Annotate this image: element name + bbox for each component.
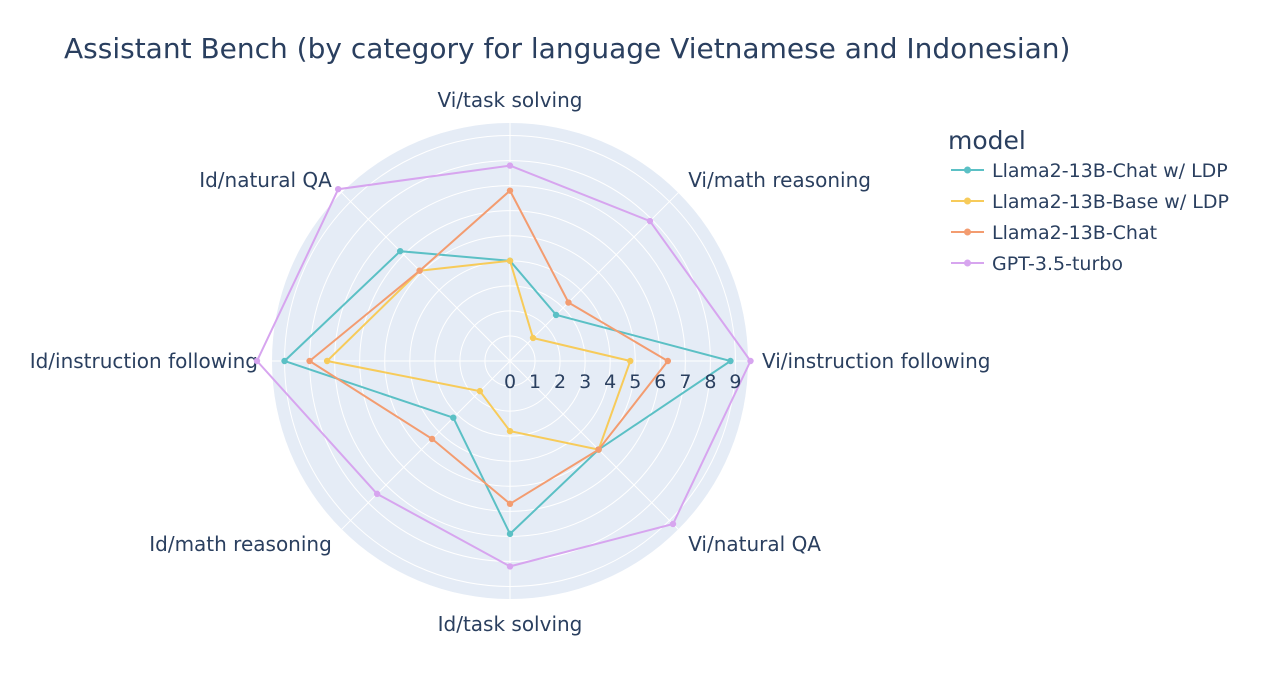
data-point[interactable] (529, 334, 537, 342)
data-point[interactable] (450, 414, 457, 421)
angular-axis-label: Id/task solving (438, 612, 583, 636)
legend-label: Llama2-13B-Base w/ LDP (992, 191, 1229, 213)
legend-label: GPT-3.5-turbo (992, 253, 1123, 275)
data-point[interactable] (281, 357, 288, 365)
legend-label: Llama2-13B-Chat (992, 222, 1157, 244)
radial-tick-label: 9 (729, 371, 741, 393)
angular-axis-label: Id/instruction following (30, 349, 258, 373)
data-point[interactable] (595, 446, 602, 453)
series-2[interactable] (306, 187, 672, 507)
data-point[interactable] (396, 247, 404, 255)
legend-title: model (948, 126, 1026, 155)
angular-axis-label: Vi/math reasoning (688, 168, 871, 192)
data-point[interactable] (253, 357, 261, 365)
legend-item[interactable]: GPT-3.5-turbo (951, 253, 1123, 275)
series-1[interactable] (323, 257, 634, 453)
data-point[interactable] (416, 267, 423, 274)
data-point[interactable] (476, 387, 484, 395)
data-point[interactable] (506, 257, 514, 264)
radial-tick-label: 6 (654, 371, 666, 393)
angular-axis-label: Id/math reasoning (149, 532, 332, 556)
grid-spoke (341, 192, 511, 362)
angular-axis-label: Vi/natural QA (688, 532, 821, 556)
data-point[interactable] (565, 299, 572, 306)
data-point[interactable] (506, 500, 514, 507)
data-point[interactable] (669, 520, 677, 528)
legend-item[interactable]: Llama2-13B-Chat (951, 222, 1157, 244)
data-point[interactable] (552, 311, 560, 319)
polar-grid (272, 123, 748, 599)
legend[interactable]: model Llama2-13B-Chat w/ LDP Llama2-13B-B… (948, 126, 1229, 275)
angular-axis-label: Vi/instruction following (762, 349, 991, 373)
chart-title: Assistant Bench (by category for languag… (64, 32, 1070, 65)
series-layer (253, 162, 754, 570)
legend-swatch-marker (964, 259, 971, 267)
radial-tick-label: 8 (704, 371, 716, 393)
radial-tick-label: 2 (554, 371, 566, 393)
radial-tick-label: 4 (604, 371, 616, 393)
data-point[interactable] (506, 530, 514, 538)
angular-axis-label: Id/natural QA (199, 168, 332, 192)
data-point[interactable] (747, 357, 754, 365)
data-point[interactable] (306, 357, 313, 365)
data-point[interactable] (627, 357, 634, 365)
grid-spoke (509, 360, 679, 530)
data-point[interactable] (428, 435, 436, 443)
data-point[interactable] (334, 185, 342, 193)
data-point[interactable] (506, 187, 514, 194)
data-point[interactable] (664, 357, 672, 365)
legend-swatch-marker (964, 228, 971, 236)
legend-swatch-marker (964, 197, 971, 205)
radial-tick-label: 0 (504, 371, 516, 393)
radial-tick-label: 7 (679, 371, 691, 393)
data-point[interactable] (506, 563, 514, 570)
legend-swatch-marker (964, 166, 971, 174)
legend-item[interactable]: Llama2-13B-Chat w/ LDP (951, 160, 1228, 182)
data-point[interactable] (727, 357, 734, 365)
legend-item[interactable]: Llama2-13B-Base w/ LDP (951, 191, 1229, 213)
series-3[interactable] (253, 162, 754, 570)
legend-label: Llama2-13B-Chat w/ LDP (992, 160, 1228, 182)
data-point[interactable] (373, 490, 381, 498)
data-point[interactable] (323, 357, 331, 365)
angular-axis-labels: Vi/task solving Vi/math reasoning Vi/instr… (30, 88, 991, 636)
data-point[interactable] (646, 217, 654, 225)
radial-tick-label: 3 (579, 371, 591, 393)
radial-tick-label: 5 (629, 371, 641, 393)
data-point[interactable] (506, 427, 514, 435)
data-point[interactable] (506, 162, 514, 169)
angular-axis-label: Vi/task solving (438, 88, 583, 112)
radial-tick-label: 1 (529, 371, 541, 393)
